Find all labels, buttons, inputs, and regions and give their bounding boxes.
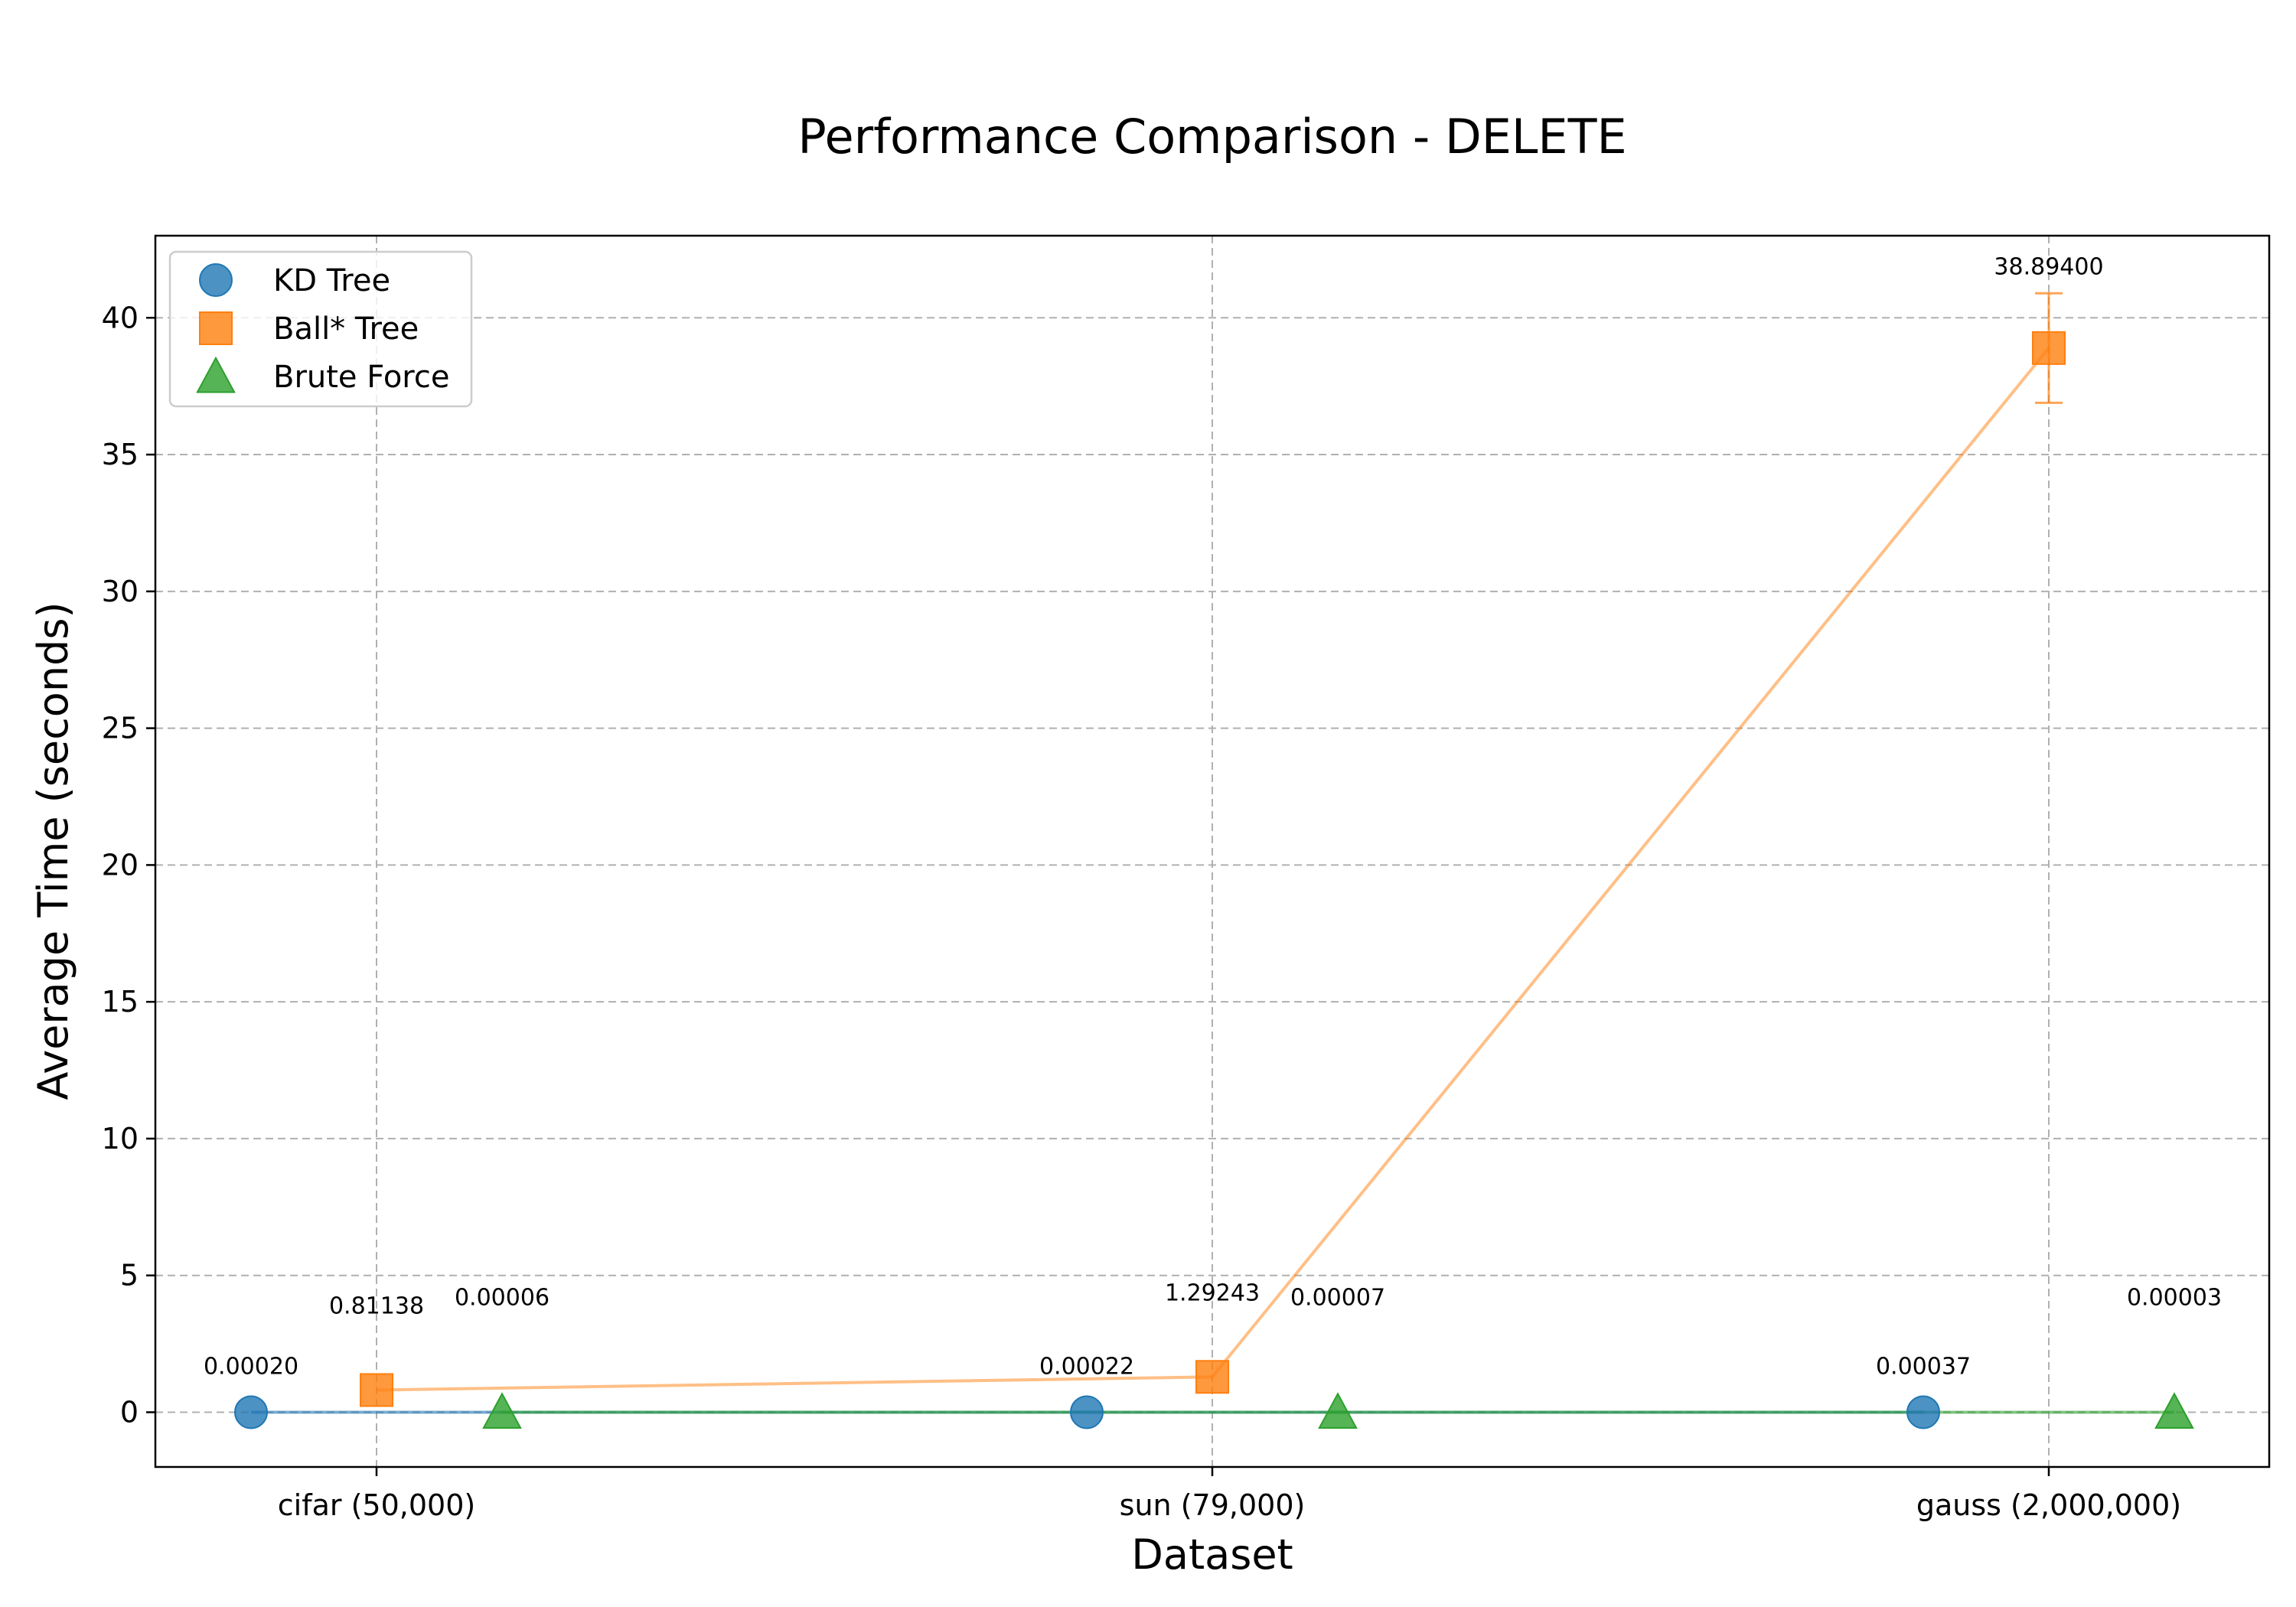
data-label: 0.00022: [1039, 1353, 1134, 1380]
y-tick-label: 40: [102, 301, 139, 334]
data-label: 0.00006: [455, 1284, 550, 1311]
y-tick-label: 15: [102, 985, 139, 1019]
data-label: 0.00020: [204, 1353, 298, 1380]
y-tick-label: 5: [120, 1259, 139, 1292]
data-point: [1195, 1360, 1229, 1394]
data-point: [482, 1392, 522, 1429]
legend-label-1: Ball* Tree: [273, 311, 419, 347]
x-tick-label: sun (79,000): [1120, 1488, 1306, 1522]
data-point: [1906, 1395, 1940, 1429]
series-layer: [234, 292, 2194, 1429]
y-tick-label: 25: [102, 712, 139, 745]
legend-label-0: KD Tree: [273, 263, 390, 298]
data-label: 38.89400: [1994, 253, 2103, 280]
y-tick-label: 10: [102, 1122, 139, 1156]
data-point: [2032, 331, 2066, 365]
chart-title: Performance Comparison - DELETE: [797, 109, 1626, 165]
data-labels-layer: 0.00020 0.00022 0.00037 0.81138 1.29243 38.89…: [204, 253, 2222, 1380]
data-label: 0.00003: [2127, 1284, 2222, 1311]
data-label: 1.29243: [1165, 1279, 1260, 1306]
y-tick-label: 0: [120, 1395, 139, 1429]
y-tick-label: 35: [102, 438, 139, 471]
y-tick-label: 20: [102, 848, 139, 882]
legend: KD Tree Ball* Tree Brute Force: [168, 250, 473, 408]
data-point: [234, 1395, 268, 1429]
data-point: [1318, 1392, 1358, 1429]
legend-marker-0: [199, 263, 233, 297]
ticks-layer: 0 5 10 15 20 25 30 35 40 cifar (50,000) sun (79,00…: [102, 301, 2181, 1522]
data-label: 0.00037: [1876, 1353, 1971, 1380]
data-point: [2154, 1392, 2194, 1429]
x-tick-label: gauss (2,000,000): [1916, 1488, 2181, 1522]
data-label: 0.00007: [1290, 1284, 1385, 1311]
legend-label-2: Brute Force: [273, 360, 449, 395]
legend-box: [168, 250, 473, 408]
x-tick-label: cifar (50,000): [278, 1488, 475, 1522]
data-point: [1070, 1395, 1104, 1429]
legend-marker-2: [196, 356, 236, 393]
data-label: 0.81138: [329, 1292, 424, 1319]
x-axis-title: Dataset: [1131, 1530, 1293, 1579]
y-tick-label: 30: [102, 575, 139, 608]
legend-marker-1: [199, 311, 233, 345]
data-point: [360, 1373, 393, 1407]
y-axis-title: Average Time (seconds): [29, 601, 77, 1100]
